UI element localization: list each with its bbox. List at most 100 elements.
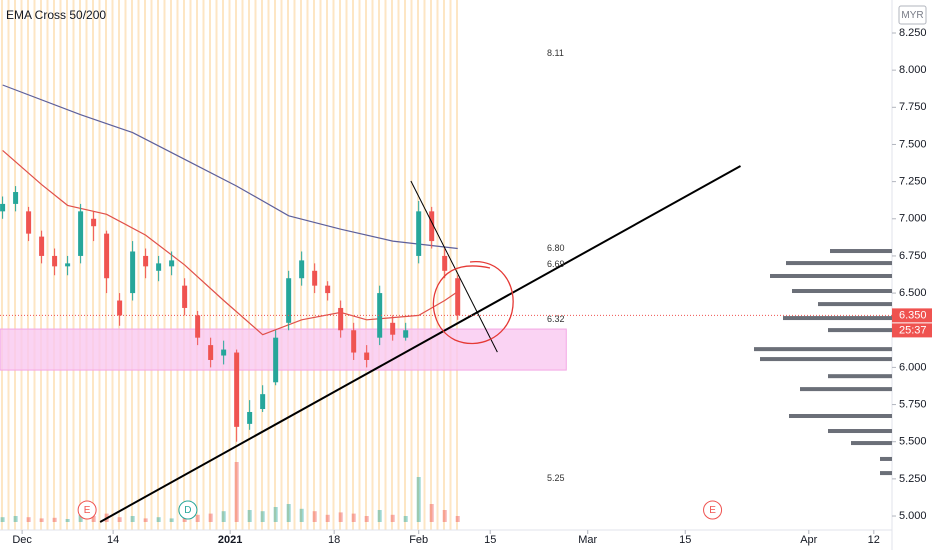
volume-bar [299,508,304,522]
volume-profile-bar [828,429,892,434]
volume-profile-bar [792,289,892,294]
candle-body [377,293,383,338]
y-tick-label: 7.500 [899,138,927,150]
candle-body [0,203,6,212]
candle-body [234,352,240,427]
volume-bar [65,519,70,522]
volume-bar [390,514,395,522]
currency: MYR [901,10,923,21]
countdown-box [892,323,932,338]
x-tick-label: Dec [12,534,32,546]
candle-body [416,211,422,256]
volume-bar [403,516,408,522]
volume-bar [143,518,148,522]
candle-body [91,218,97,227]
volume-bar [78,514,83,522]
x-tick-label: 18 [328,534,340,546]
candle-body [338,307,344,331]
y-tick-label: 8.000 [899,64,927,76]
y-tick-label: 6.500 [899,287,927,299]
candle-body [312,270,318,286]
volume-profile-bar [770,273,892,278]
volume-profile-bar [880,456,892,461]
y-tick-label: 5.750 [899,398,927,410]
candle-body [65,263,71,267]
candle-body [325,285,331,294]
candle-body [156,263,162,271]
volume-profile-bar [783,316,892,321]
volume-bar [156,517,161,522]
volume-bar [416,477,421,522]
ema-line [2,149,459,336]
candle-body [52,255,58,267]
volume-bar [208,513,213,522]
volume-profile-bar [828,328,892,333]
level-label: 5.25 [547,473,565,483]
volume-bar [286,504,291,522]
volume-profile-bar [800,387,892,392]
level-label: 8.11 [547,48,564,58]
candle-body [78,211,84,256]
candle-body [403,330,409,338]
event-label: D [184,505,191,516]
trend-line [99,165,742,523]
candle-body [169,260,175,267]
candle-body [455,278,461,316]
event-marker [178,500,198,520]
y-tick-label: 5.000 [899,510,927,522]
candle-body [221,349,227,356]
volume-profile-bar [880,471,892,476]
session-stripes [1,0,458,530]
y-tick-label: 5.250 [899,473,927,485]
event-marker [77,500,97,520]
y-tick-label: 5.500 [899,436,927,448]
candle-body [351,330,357,353]
candle-body [364,352,370,360]
event-label: E [709,505,716,516]
candle-body [130,251,136,294]
volume-bar [234,462,239,522]
volume-bar [182,516,187,522]
volume-bar [0,517,5,522]
x-tick-label: Feb [409,534,428,546]
y-tick-label: 7.000 [899,213,927,225]
x-tick-label: 2021 [218,534,242,546]
y-tick-label: 7.250 [899,176,927,188]
event-marker [703,500,723,520]
candle-body [195,315,201,338]
volume-profile-bar [754,347,892,352]
volume-bar [273,507,278,522]
volume-bar [364,516,369,522]
volume-bar [260,511,265,522]
volume-profile-bar [760,357,892,362]
x-tick-label: 15 [484,534,496,546]
countdown-label: 25:37 [899,324,927,336]
x-tick-label: Mar [578,534,597,546]
volume-profile-bar [786,261,892,266]
y-tick-label: 6.750 [899,250,927,262]
volume-bar [442,510,447,522]
level-label: 6.69 [547,259,565,269]
level-label: 6.32 [547,314,565,324]
volume-bar [429,504,434,522]
volume-bar [13,516,18,522]
x-tick-label: 14 [107,534,119,546]
highlight-circle [432,261,514,345]
volume-profile-bar [818,302,892,307]
candle-body [104,233,110,279]
last-price-box [892,308,932,323]
volume-bar [247,510,252,522]
y-tick-label: 7.750 [899,101,927,113]
candle-body [13,192,19,204]
candle-body [260,394,266,410]
x-tick-label: Apr [800,534,817,546]
x-tick-label: 12 [868,534,880,546]
candle-body [143,255,149,267]
trend-line [410,180,498,353]
candle-body [247,411,253,424]
volume-bar [52,517,57,522]
last-price-label: 6.350 [899,309,927,321]
volume-bar [351,513,356,522]
candle-body [182,285,188,308]
volume-profile-bar [830,249,892,254]
